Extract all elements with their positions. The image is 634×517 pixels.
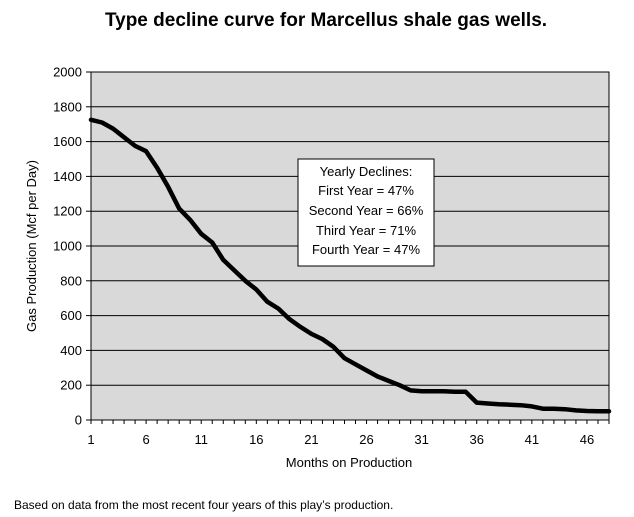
data-point [553,408,555,410]
data-point [443,390,445,392]
y-tick-label: 1800 [53,99,82,114]
x-tick-label: 16 [249,432,263,447]
data-point [101,121,103,124]
y-axis-label: Gas Production (Mcf per Day) [24,160,39,332]
data-point [123,136,125,138]
decline-chart: Type decline curve for Marcellus shale g… [24,10,612,470]
x-axis-label: Months on Production [286,455,412,470]
data-point [531,405,533,408]
data-point [255,288,257,291]
x-tick-label: 41 [525,432,539,447]
data-point [134,145,136,147]
data-point [277,308,279,310]
series-layer [88,117,612,414]
x-tick-label: 36 [470,432,484,447]
data-point [90,119,92,121]
data-point [542,408,544,410]
data-point [332,346,335,348]
y-tick-label: 1600 [53,134,82,149]
annotation-line: Second Year = 66% [309,203,424,218]
data-point [354,363,357,365]
data-point [167,186,169,188]
y-tick-label: 1200 [53,204,82,219]
x-tick-label: 6 [142,432,149,447]
data-point [178,207,180,210]
data-point [156,167,158,169]
data-point [410,389,412,392]
y-tick-label: 400 [60,343,82,358]
data-point [244,280,246,282]
data-point [266,301,268,303]
x-tick-label: 46 [580,432,594,447]
data-point [343,357,346,359]
data-point [211,241,213,244]
y-tick-label: 800 [60,273,82,288]
data-point [189,219,191,221]
data-point [200,233,202,235]
data-point [520,404,522,406]
data-point [575,409,577,412]
data-point [421,390,423,392]
y-tick-label: 600 [60,308,82,323]
data-point [376,375,379,378]
data-point [432,390,434,392]
x-tick-label: 31 [414,432,428,447]
data-point [465,391,467,393]
data-point [222,259,224,261]
annotation-line: First Year = 47% [318,183,414,198]
x-tick-label: 21 [304,432,318,447]
y-tick-label: 200 [60,378,82,393]
chart-title: Type decline curve for Marcellus shale g… [105,10,547,31]
data-point [498,403,500,405]
x-tick-label: 1 [87,432,94,447]
y-tick-label: 1400 [53,169,82,184]
data-point [454,391,456,393]
data-point [299,326,302,328]
footnote: Based on data from the most recent four … [14,498,394,512]
annotation-line: Third Year = 71% [316,223,417,238]
data-point [233,269,235,271]
x-axis: 1 6 11 16 21 26 31 36 41 46 [87,420,610,447]
data-point [487,402,489,405]
data-point [586,410,588,412]
data-point [321,338,324,340]
series-line [88,117,612,414]
data-point [398,384,401,386]
annotation-line: Fourth Year = 47% [312,242,420,257]
yearly-declines-box: Yearly Declines: First Year = 47% Second… [297,158,435,267]
data-point [365,369,368,372]
y-axis: 0 200 400 600 800 1000 1200 1400 1600 1800 2000 [53,65,91,428]
x-tick-label: 11 [194,432,208,447]
data-point [387,380,390,382]
data-point [310,333,313,335]
y-tick-label: 2000 [53,65,82,80]
data-point [288,318,290,320]
annotation-heading: Yearly Declines: [320,164,413,179]
data-point [476,402,478,404]
y-tick-label: 1000 [53,239,82,254]
data-point [608,410,610,412]
data-point [597,410,599,412]
y-tick-label: 0 [75,413,82,428]
data-point [112,127,114,130]
x-tick-label: 26 [359,432,373,447]
data-point [564,408,566,410]
data-point [509,404,511,406]
data-point [145,150,147,152]
